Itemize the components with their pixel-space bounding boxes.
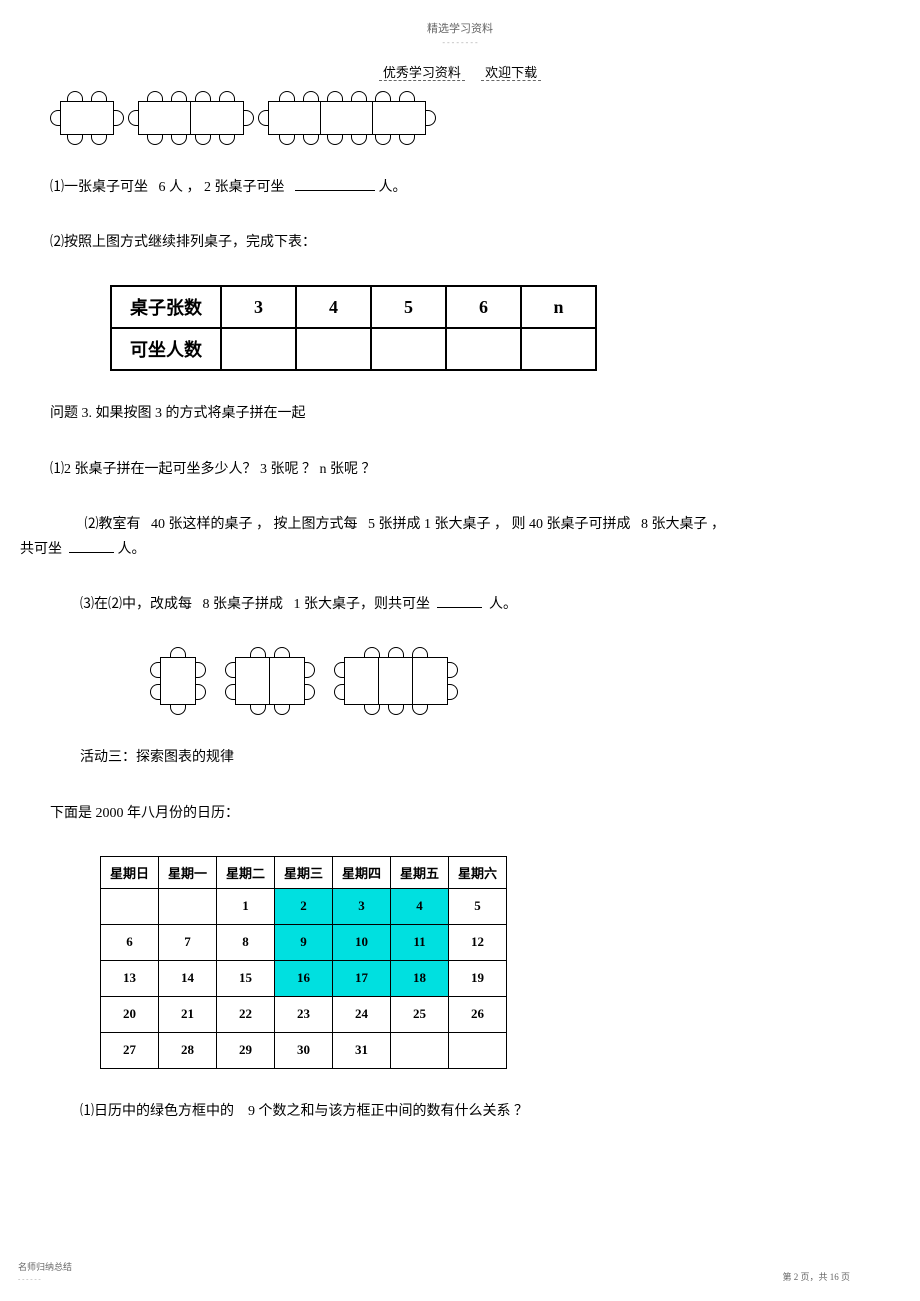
- calendar-cell: 2: [275, 888, 333, 924]
- activity-3-sub: 下面是 2000 年八月份的日历：: [50, 801, 890, 826]
- calendar-cell: 26: [449, 996, 507, 1032]
- calendar-cell: 10: [333, 924, 391, 960]
- diagram-tables-horizontal: [50, 91, 890, 145]
- header-small-text: 精选学习资料: [0, 0, 920, 36]
- calendar-cell: 31: [333, 1032, 391, 1068]
- calendar-cell: 14: [159, 960, 217, 996]
- header-dashes: - - - - - - - -: [0, 38, 920, 47]
- table1-r1-c1: 3: [221, 286, 296, 328]
- problem-3-q3: ⑶在⑵中，改成每 8 张桌子拼成 1 张大桌子，则共可坐 人。: [50, 592, 890, 617]
- calendar-cell: 15: [217, 960, 275, 996]
- question-1-2: ⑵按照上图方式继续排列桌子，完成下表：: [50, 230, 890, 255]
- calendar-header-2: 星期二: [217, 856, 275, 888]
- calendar-cell: 28: [159, 1032, 217, 1068]
- calendar-cell: 6: [101, 924, 159, 960]
- calendar-cell: 9: [275, 924, 333, 960]
- footer-right: 第 2 页，共 16 页: [782, 1270, 850, 1283]
- header-main-right: 欢迎下载: [481, 65, 541, 81]
- problem-3-title: 问题 3. 如果按图 3 的方式将桌子拼在一起: [50, 401, 890, 426]
- calendar-cell: 22: [217, 996, 275, 1032]
- calendar-cell: [449, 1032, 507, 1068]
- table1-r2-c5: [521, 328, 596, 370]
- calendar-cell: 27: [101, 1032, 159, 1068]
- header-main: 优秀学习资料 欢迎下载: [0, 62, 920, 81]
- table1-r1-label: 桌子张数: [111, 286, 221, 328]
- table1-r1-c4: 6: [446, 286, 521, 328]
- calendar-cell: 19: [449, 960, 507, 996]
- calendar-cell: 5: [449, 888, 507, 924]
- calendar-cell: 30: [275, 1032, 333, 1068]
- calendar-cell: 8: [217, 924, 275, 960]
- calendar-cell: 17: [333, 960, 391, 996]
- table1-r2-c1: [221, 328, 296, 370]
- table1-r2-label: 可坐人数: [111, 328, 221, 370]
- calendar-header-5: 星期五: [391, 856, 449, 888]
- table1-r1-c2: 4: [296, 286, 371, 328]
- calendar-cell: 4: [391, 888, 449, 924]
- calendar-cell: 1: [217, 888, 275, 924]
- calendar-cell: 16: [275, 960, 333, 996]
- calendar-question-1: ⑴日历中的绿色方框中的 9 个数之和与该方框正中间的数有什么关系 ？: [50, 1099, 890, 1124]
- calendar-cell: 25: [391, 996, 449, 1032]
- diagram-tables-vertical: [150, 647, 890, 715]
- table1-r2-c2: [296, 328, 371, 370]
- activity-3-title: 活动三：探索图表的规律: [50, 745, 890, 770]
- seating-table: 桌子张数 3 4 5 6 n 可坐人数: [110, 285, 597, 371]
- calendar-header-4: 星期四: [333, 856, 391, 888]
- calendar-header-3: 星期三: [275, 856, 333, 888]
- calendar-cell: 29: [217, 1032, 275, 1068]
- calendar-cell: 18: [391, 960, 449, 996]
- calendar-cell: [101, 888, 159, 924]
- calendar-cell: 12: [449, 924, 507, 960]
- calendar-cell: [159, 888, 217, 924]
- calendar-cell: [391, 1032, 449, 1068]
- calendar-header-6: 星期六: [449, 856, 507, 888]
- table1-r1-c3: 5: [371, 286, 446, 328]
- calendar-header-0: 星期日: [101, 856, 159, 888]
- calendar-cell: 21: [159, 996, 217, 1032]
- calendar-table: 星期日星期一星期二星期三星期四星期五星期六 123456789101112131…: [100, 856, 507, 1069]
- calendar-cell: 11: [391, 924, 449, 960]
- calendar-cell: 7: [159, 924, 217, 960]
- table1-r2-c4: [446, 328, 521, 370]
- calendar-cell: 24: [333, 996, 391, 1032]
- calendar-cell: 13: [101, 960, 159, 996]
- question-1-1: ⑴一张桌子可坐 6 人 ， 2 张桌子可坐 人。: [50, 175, 890, 200]
- problem-3-q2: ⑵教室有 40 张这样的桌子 ， 按上图方式每 5 张拼成 1 张大桌子 ， 则…: [30, 512, 890, 562]
- table1-r1-c5: n: [521, 286, 596, 328]
- calendar-cell: 23: [275, 996, 333, 1032]
- problem-3-q1: ⑴2 张桌子拼在一起可坐多少人？ 3 张呢 ？ n 张呢 ？: [50, 457, 890, 482]
- calendar-cell: 20: [101, 996, 159, 1032]
- calendar-header-1: 星期一: [159, 856, 217, 888]
- table1-r2-c3: [371, 328, 446, 370]
- header-main-left: 优秀学习资料: [379, 65, 465, 81]
- footer-left: 名师归纳总结 - - - - - -: [18, 1260, 72, 1283]
- calendar-cell: 3: [333, 888, 391, 924]
